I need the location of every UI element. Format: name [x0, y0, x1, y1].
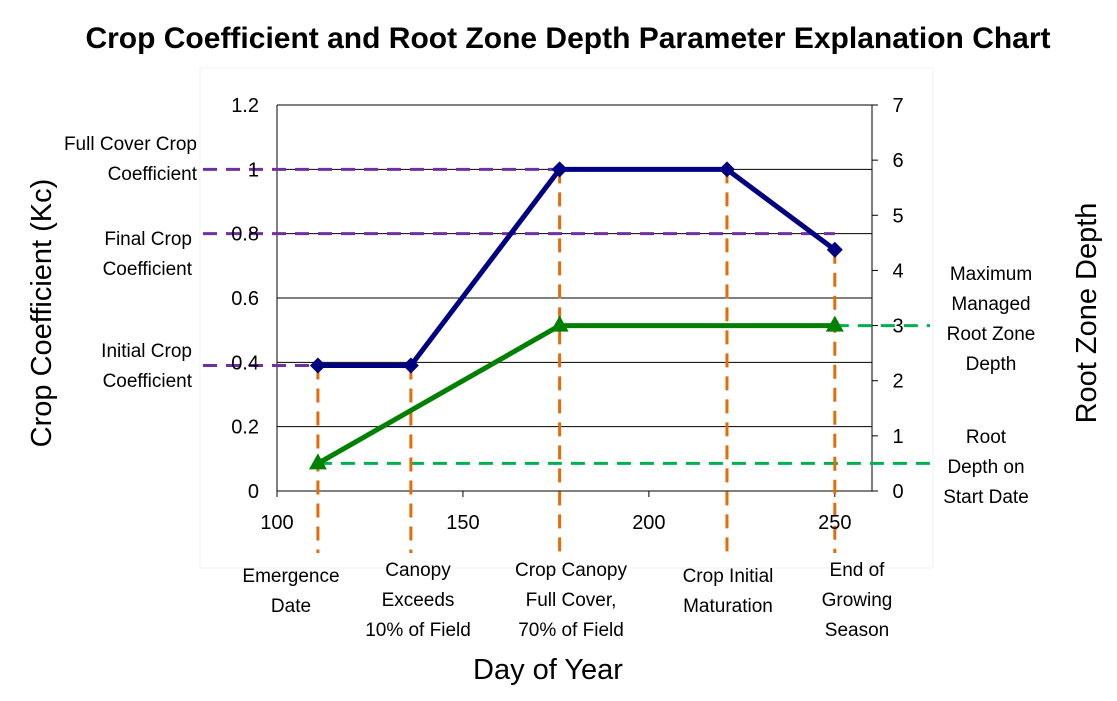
annotation-stage-emergence-line: Date	[271, 596, 311, 617]
reference-lines	[203, 167, 930, 553]
x-tick-label: 100	[260, 512, 293, 534]
annotation-stage-emergence: Emergence Date	[242, 566, 339, 617]
y-tick-label: 0	[248, 481, 259, 503]
annotation-kc-initial-line: Coefficient	[103, 371, 193, 392]
annotation-kc-final-line: Final Crop	[104, 229, 192, 250]
annotation-kc-final-line: Coefficient	[103, 259, 193, 280]
kc-point	[826, 241, 843, 258]
y2-tick-label: 6	[892, 150, 903, 172]
annotation-root-start-line: Depth on	[947, 457, 1024, 478]
annotation-stage-end: End of Growing Season	[822, 560, 893, 641]
root-point	[308, 453, 327, 470]
x-tick-label: 250	[818, 512, 851, 534]
annotation-kc-full-cover-line: Coefficient	[108, 164, 198, 185]
y-tick-label: 0.2	[231, 417, 259, 439]
y-tick-label: 0.6	[231, 288, 259, 310]
annotation-stage-fullcover-line: Full Cover,	[526, 590, 617, 611]
annotation-stage-canopy10-line: Canopy	[385, 560, 451, 581]
annotation-stage-fullcover: Crop Canopy Full Cover, 70% of Field	[515, 560, 627, 641]
axes	[276, 104, 878, 497]
annotation-stage-end-line: Season	[825, 620, 889, 641]
y-tick-label: 0.8	[231, 224, 259, 246]
annotation-root-max: Maximum Managed Root Zone Depth	[947, 264, 1036, 375]
root-series-line	[316, 323, 835, 466]
y2-tick-label: 4	[892, 260, 903, 282]
annotation-kc-initial-line: Initial Crop	[101, 341, 192, 362]
annotation-root-start-line: Start Date	[943, 487, 1029, 508]
annotation-root-max-line: Maximum	[950, 264, 1032, 285]
annotation-stage-end-line: End of	[830, 560, 886, 581]
annotation-stage-emergence-line: Emergence	[242, 566, 339, 587]
grid-lines	[199, 67, 934, 569]
y2-tick-label: 7	[892, 95, 903, 117]
y2-tick-label: 3	[892, 316, 903, 338]
annotation-root-max-line: Managed	[951, 294, 1030, 315]
y2-tick-label: 1	[892, 426, 903, 448]
root-point	[825, 315, 844, 332]
y-tick-label: 1	[248, 159, 259, 181]
annotations: Full Cover Crop Coefficient Final Crop Coef…	[64, 134, 1035, 641]
series-layer	[308, 161, 844, 470]
annotation-root-start: Root Depth on Start Date	[943, 427, 1029, 508]
annotation-kc-initial: Initial Crop Coefficient	[101, 341, 193, 392]
annotation-stage-fullcover-line: 70% of Field	[518, 620, 624, 641]
root-point	[550, 315, 569, 332]
annotation-stage-maturation: Crop Initial Maturation	[683, 566, 774, 617]
annotation-root-max-line: Root Zone	[947, 324, 1036, 345]
kc-point	[402, 357, 419, 374]
y2-tick-label: 5	[892, 205, 903, 227]
annotation-kc-full-cover-line: Full Cover Crop	[64, 134, 197, 155]
annotation-stage-fullcover-line: Crop Canopy	[515, 560, 627, 581]
x-tick-label: 150	[446, 512, 479, 534]
tick-labels: 0 0.2 0.4 0.6 0.8 1 1.2 0 1 2 3 4 5 6 7 100 150 200 250	[231, 95, 903, 534]
y-tick-label: 0.4	[231, 352, 259, 374]
annotation-stage-maturation-line: Maturation	[683, 596, 773, 617]
annotation-stage-canopy10-line: Exceeds	[382, 590, 455, 611]
annotation-stage-maturation-line: Crop Initial	[683, 566, 774, 587]
y-axis-title: Crop Coefficient (Kc)	[26, 179, 58, 448]
annotation-kc-final: Final Crop Coefficient	[103, 229, 193, 280]
y2-tick-label: 2	[892, 371, 903, 393]
annotation-stage-canopy10-line: 10% of Field	[365, 620, 471, 641]
kc-point	[309, 357, 326, 374]
plot-area-frame	[199, 67, 934, 569]
annotation-root-start-line: Root	[966, 427, 1007, 448]
kc-point	[551, 161, 568, 178]
y2-tick-label: 0	[892, 481, 903, 503]
annotation-root-max-line: Depth	[966, 354, 1017, 375]
x-tick-label: 200	[632, 512, 665, 534]
annotation-stage-end-line: Growing	[822, 590, 893, 611]
kc-point	[718, 161, 735, 178]
kc-series-line	[317, 166, 837, 369]
y2-axis-title: Root Zone Depth	[1071, 203, 1103, 424]
annotation-stage-canopy10: Canopy Exceeds 10% of Field	[365, 560, 471, 641]
chart-title: Crop Coefficient and Root Zone Depth Par…	[85, 22, 1050, 55]
y-tick-label: 1.2	[231, 95, 259, 117]
x-axis-title: Day of Year	[473, 654, 623, 686]
annotation-kc-full-cover: Full Cover Crop Coefficient	[64, 134, 198, 185]
